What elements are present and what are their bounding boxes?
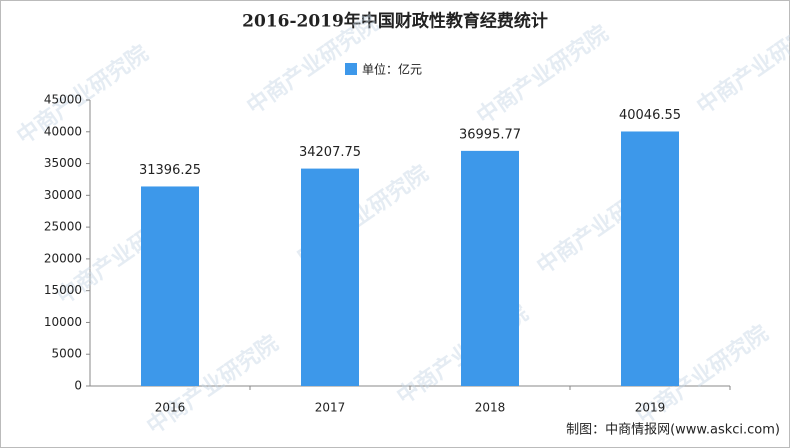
legend-label: 单位：亿元 <box>362 62 422 77</box>
bar <box>621 131 679 386</box>
bar <box>301 168 359 386</box>
y-tick-label: 45000 <box>44 93 82 107</box>
legend-swatch <box>345 63 357 75</box>
y-tick-label: 15000 <box>44 283 82 297</box>
x-tick-label: 2019 <box>635 401 666 415</box>
x-tick-label: 2018 <box>475 401 506 415</box>
chart-title: 2016-2019年中国财政性教育经费统计 <box>242 11 548 32</box>
x-tick-label: 2017 <box>315 401 346 415</box>
y-tick-label: 0 <box>74 379 82 393</box>
y-tick-label: 20000 <box>44 251 82 265</box>
source: 制图：中商情报网(www.askci.com) <box>566 423 780 438</box>
y-tick-label: 5000 <box>51 347 82 361</box>
bar <box>461 150 519 386</box>
y-tick-label: 25000 <box>44 220 82 234</box>
y-tick-label: 35000 <box>44 156 82 170</box>
x-tick-label: 2016 <box>155 401 186 415</box>
bar <box>141 186 199 386</box>
value-label: 36995.77 <box>459 127 521 142</box>
y-tick-label: 10000 <box>44 315 82 329</box>
value-label: 34207.75 <box>299 145 361 160</box>
value-label: 40046.55 <box>619 108 681 123</box>
y-tick-label: 40000 <box>44 124 82 138</box>
y-tick-label: 30000 <box>44 188 82 202</box>
value-label: 31396.25 <box>139 163 201 178</box>
